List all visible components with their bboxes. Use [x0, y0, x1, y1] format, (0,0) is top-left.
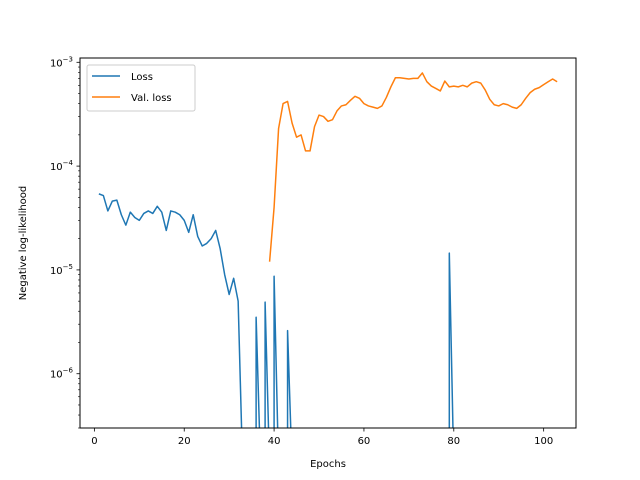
- y-tick-label: 10−6: [50, 367, 74, 381]
- x-tick-label: 80: [447, 436, 460, 447]
- legend-label-val-loss: Val. loss: [131, 93, 172, 104]
- plot-area-frame: [79, 57, 577, 429]
- x-tick-label: 0: [91, 436, 97, 447]
- x-tick-label: 40: [268, 436, 281, 447]
- y-tick-label: 10−4: [50, 159, 74, 173]
- x-axis: 0 20 40 60 80 100: [91, 428, 553, 447]
- legend: Loss Val. loss: [86, 64, 196, 112]
- y-tick-label: 10−5: [50, 263, 73, 277]
- x-tick-label: 100: [534, 436, 553, 447]
- y-axis-label: Negative log-likelihood: [18, 186, 29, 301]
- legend-label-loss: Loss: [131, 72, 153, 83]
- y-axis: 10−6 10−5 10−4 10−3: [50, 55, 80, 429]
- series-line-val-loss: [268, 72, 558, 262]
- series-layer: [98, 72, 558, 428]
- x-tick-label: 20: [178, 436, 191, 447]
- x-axis-label: Epochs: [310, 459, 346, 470]
- y-tick-label: 10−3: [50, 55, 73, 69]
- x-tick-label: 60: [358, 436, 371, 447]
- series-line-loss: [98, 193, 454, 428]
